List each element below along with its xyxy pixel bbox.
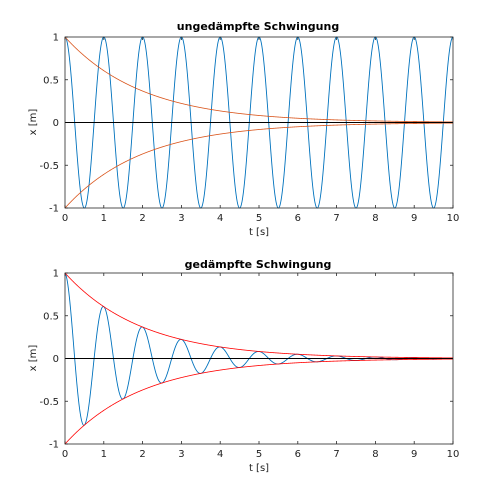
oscillation-line: [64, 272, 453, 426]
y-axis-label: x [m]: [28, 109, 39, 136]
x-tick-label: 7: [333, 449, 339, 460]
x-tick-label: 6: [295, 213, 301, 224]
upper-envelope-line: [64, 272, 453, 359]
x-tick-label: 4: [217, 213, 223, 224]
x-tick-label: 2: [139, 449, 145, 460]
plot-frame: [64, 272, 454, 445]
plot-frame: [64, 36, 454, 209]
y-axis-label: x [m]: [28, 345, 39, 372]
y-tick-label: -0.5: [39, 397, 59, 408]
x-tick-label: 0: [62, 213, 68, 224]
series-layer: [64, 272, 453, 445]
x-tick-label: 5: [256, 449, 262, 460]
y-tick-label: -0.5: [39, 161, 59, 172]
x-tick-label: 10: [447, 213, 460, 224]
y-tick-label: 0.5: [43, 311, 59, 322]
tick-layer: 0 1 2 3 4 5 6 7 8 9 10 1 0.5 0 -0.5 -1: [39, 33, 459, 225]
lower-envelope-line: [64, 358, 453, 445]
y-tick-label: -1: [49, 204, 59, 215]
x-axis-label: t [s]: [249, 227, 269, 238]
lower-envelope-line: [64, 122, 453, 209]
x-tick-label: 9: [411, 213, 417, 224]
x-tick-label: 5: [256, 213, 262, 224]
plot-title: ungedämpfte Schwingung: [177, 20, 339, 33]
series-layer: [64, 36, 454, 209]
y-tick-label: 0: [53, 118, 59, 129]
x-tick-label: 3: [178, 213, 184, 224]
upper-envelope-line: [64, 36, 453, 123]
plot-title: gedämpfte Schwingung: [185, 258, 332, 271]
y-tick-label: 1: [53, 33, 59, 44]
x-tick-label: 8: [372, 449, 378, 460]
x-tick-label: 7: [333, 213, 339, 224]
x-tick-label: 9: [411, 449, 417, 460]
x-tick-label: 8: [372, 213, 378, 224]
x-tick-label: 10: [447, 449, 460, 460]
y-tick-label: 0.5: [43, 75, 59, 86]
x-tick-label: 3: [178, 449, 184, 460]
plot-damped: gedämpfte Schwingung 0 1 2 3 4 5 6 7 8 9 10 1 0.5 0 -0…: [28, 258, 459, 474]
x-tick-label: 0: [62, 449, 68, 460]
x-tick-label: 6: [295, 449, 301, 460]
x-axis-label: t [s]: [249, 463, 269, 474]
y-tick-label: 0: [53, 354, 59, 365]
x-tick-label: 4: [217, 449, 223, 460]
x-tick-label: 1: [101, 449, 107, 460]
plot-undamped: ungedämpfte Schwingung 0 1 2 3 4 5 6 7 8 9 1010.50…: [28, 20, 459, 238]
y-tick-label: 1: [53, 269, 59, 280]
x-tick-label: 2: [139, 213, 145, 224]
y-tick-label: -1: [49, 440, 59, 451]
tick-layer: 0 1 2 3 4 5 6 7 8 9 10 1 0.5 0 -0.5 -1: [39, 269, 459, 461]
x-tick-label: 1: [101, 213, 107, 224]
